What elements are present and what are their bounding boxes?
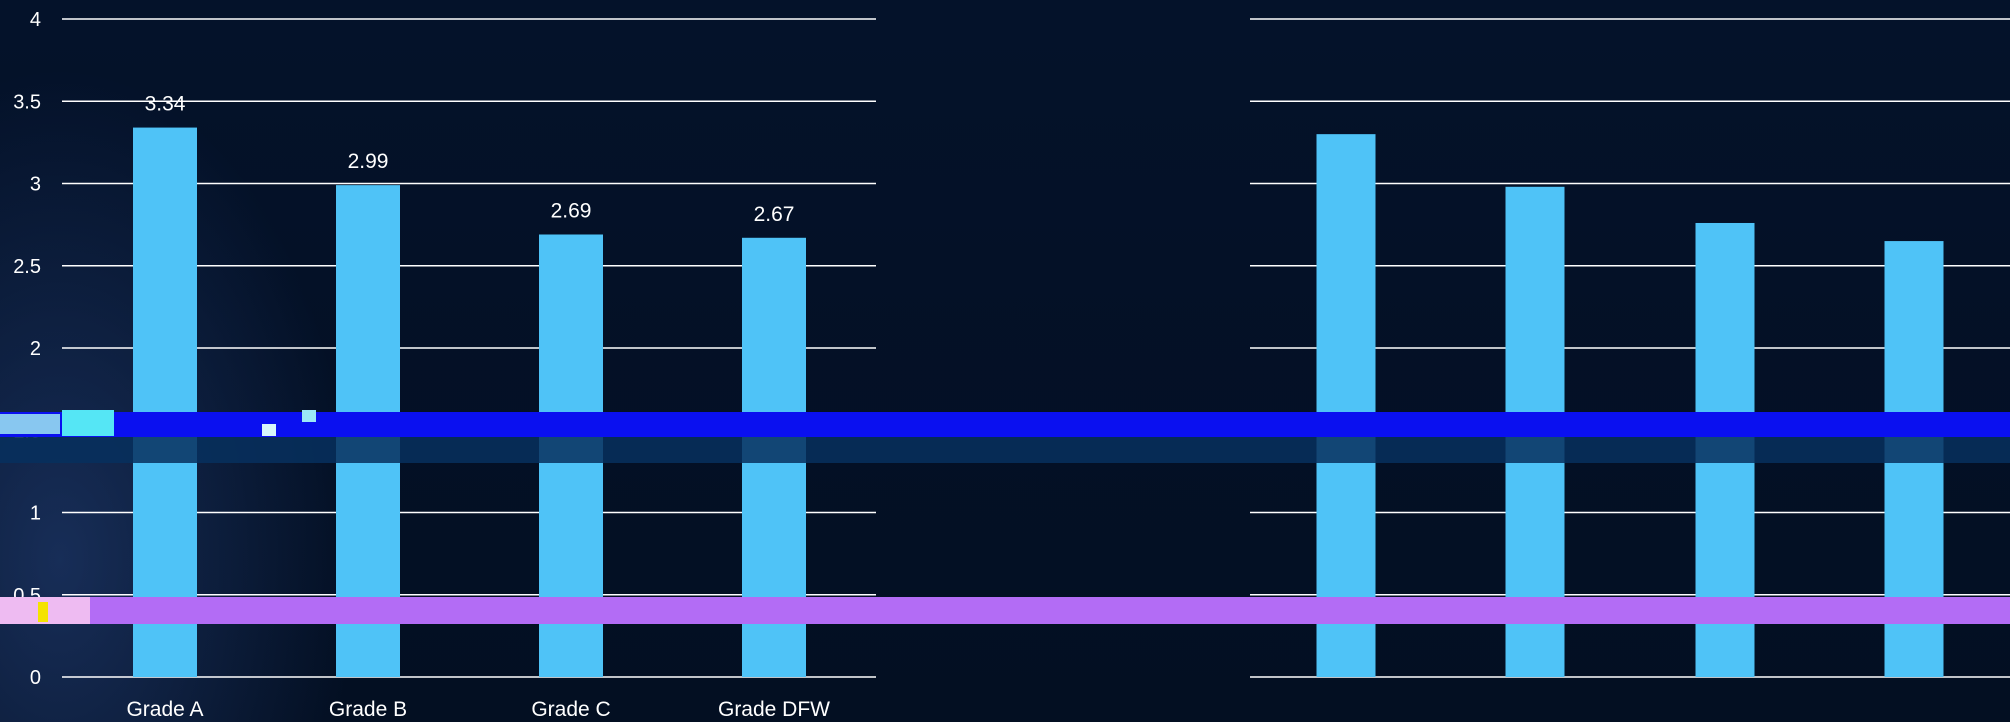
glitch-band-blue bbox=[0, 412, 2010, 437]
x-tick-label: Grade C bbox=[531, 698, 610, 721]
glitch-artifact-cyan bbox=[62, 410, 114, 436]
glitch-band-violet bbox=[0, 597, 2010, 624]
y-tick-label: 2.5 bbox=[13, 256, 41, 278]
bar bbox=[133, 127, 197, 677]
y-tick-label: 3 bbox=[30, 174, 41, 196]
bar bbox=[1316, 134, 1376, 677]
y-tick-label: 1 bbox=[30, 503, 41, 525]
y-tick-label: 4 bbox=[30, 9, 41, 31]
x-tick-label: Grade B bbox=[329, 698, 407, 721]
y-tick-label: 3.5 bbox=[13, 91, 41, 113]
glitch-band-navy bbox=[0, 437, 2010, 463]
x-tick-label: Grade A bbox=[126, 698, 203, 721]
y-tick-label: 0 bbox=[30, 667, 41, 689]
data-label: 2.69 bbox=[551, 199, 592, 222]
glitch-square-2 bbox=[302, 410, 316, 422]
data-label: 3.34 bbox=[145, 93, 186, 116]
glitch-artifact-light bbox=[0, 414, 60, 434]
glitch-square-1 bbox=[262, 424, 276, 436]
data-label: 2.99 bbox=[348, 150, 389, 173]
glitch-artifact-yellow bbox=[38, 602, 48, 622]
data-label: 2.67 bbox=[754, 203, 795, 226]
x-tick-label: Grade DFW bbox=[718, 698, 830, 721]
y-tick-label: 2 bbox=[30, 338, 41, 360]
right-bar-chart bbox=[1250, 18, 2010, 678]
